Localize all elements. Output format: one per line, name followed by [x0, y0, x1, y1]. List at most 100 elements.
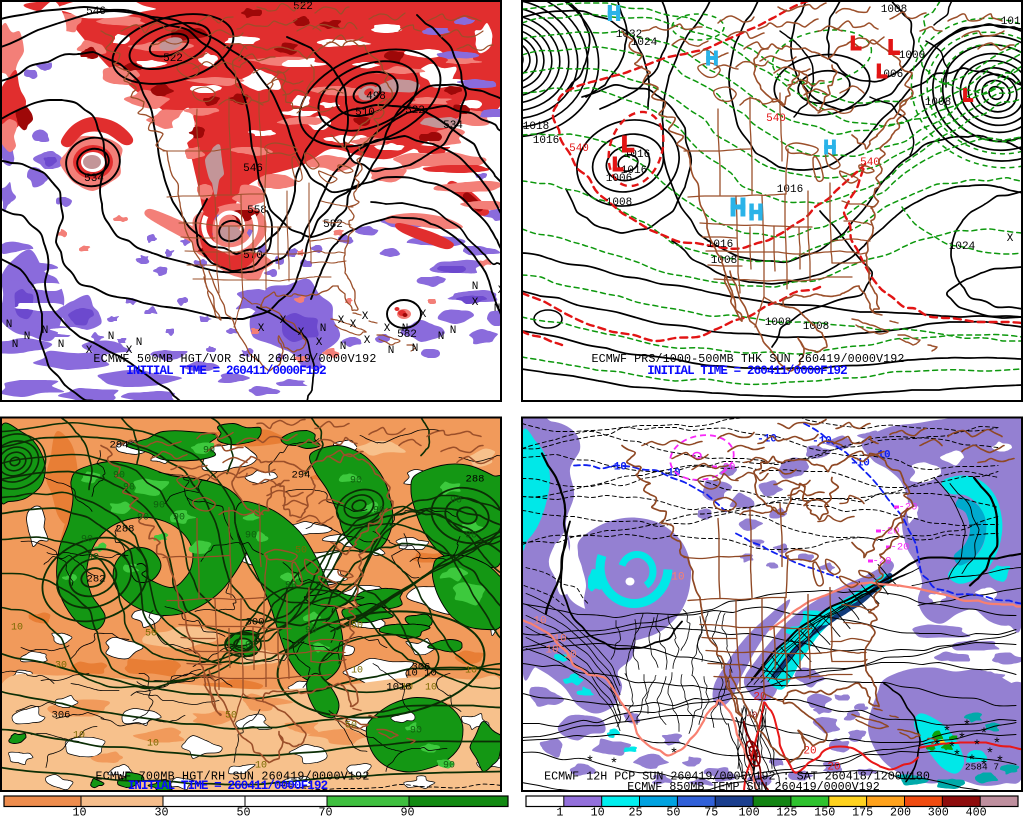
svg-text:*: * [980, 727, 988, 743]
svg-text:125: 125 [776, 806, 797, 819]
svg-text:25: 25 [629, 806, 643, 819]
svg-text:N: N [412, 343, 419, 355]
svg-text:150: 150 [814, 806, 835, 819]
svg-text:X: X [86, 345, 93, 357]
svg-text:N: N [6, 319, 13, 331]
svg-text:X: X [316, 337, 323, 349]
svg-text:*: * [980, 759, 988, 775]
svg-text:90: 90 [245, 641, 257, 652]
svg-text:306: 306 [52, 710, 71, 722]
svg-text:50: 50 [225, 711, 237, 722]
svg-text:100: 100 [739, 806, 760, 819]
svg-text:*: * [953, 749, 961, 765]
svg-text:ECMWF PRS/1000-500MB THK SUN 2: ECMWF PRS/1000-500MB THK SUN 260419/0000… [592, 352, 905, 366]
svg-text:INITIAL TIME = 260411/0000F192: INITIAL TIME = 260411/0000F192 [647, 364, 847, 378]
svg-text:10: 10 [545, 645, 558, 657]
svg-text:294: 294 [292, 470, 311, 482]
svg-text:*: * [610, 757, 618, 773]
svg-text:10: 10 [147, 739, 159, 750]
svg-text:X: X [298, 327, 305, 339]
svg-text:-20: -20 [899, 502, 918, 514]
svg-text:*: * [973, 739, 981, 755]
svg-text:10: 10 [72, 806, 86, 819]
svg-text:X: X [364, 335, 371, 347]
svg-text:90: 90 [203, 446, 215, 457]
svg-text:10: 10 [563, 650, 576, 662]
svg-text:10 10: 10 10 [405, 668, 437, 680]
svg-text:N: N [108, 331, 115, 343]
svg-text:534: 534 [84, 173, 104, 185]
svg-text:288: 288 [466, 474, 485, 486]
svg-text:50: 50 [351, 621, 363, 632]
svg-text:X: X [126, 345, 133, 357]
svg-text:*: * [948, 741, 956, 757]
svg-text:N: N [320, 323, 327, 335]
svg-text:534: 534 [443, 120, 463, 132]
svg-text:50: 50 [145, 629, 157, 640]
svg-text:90: 90 [285, 581, 297, 592]
svg-text:*: * [933, 739, 941, 755]
svg-text:X: X [384, 323, 391, 335]
svg-text:582: 582 [397, 329, 417, 341]
svg-text:10: 10 [73, 731, 85, 742]
svg-text:282: 282 [87, 574, 106, 586]
svg-text:200: 200 [890, 806, 911, 819]
svg-text:510: 510 [355, 107, 375, 119]
svg-text:N: N [42, 325, 49, 337]
svg-text:582: 582 [323, 219, 343, 231]
svg-text:1008: 1008 [765, 317, 791, 329]
svg-text:X: X [362, 311, 369, 323]
svg-text:1016: 1016 [533, 135, 559, 147]
svg-text:X: X [338, 315, 345, 327]
svg-text:1018: 1018 [386, 682, 411, 694]
svg-text:50: 50 [295, 546, 307, 557]
svg-text:288: 288 [116, 524, 135, 536]
svg-text:10: 10 [591, 806, 605, 819]
svg-text:1024: 1024 [631, 37, 658, 49]
svg-text:X: X [350, 319, 357, 331]
svg-text:90: 90 [81, 535, 93, 546]
svg-text:X: X [258, 323, 265, 335]
svg-text:N: N [136, 337, 143, 349]
svg-text:50: 50 [236, 806, 250, 819]
svg-text:10: 10 [255, 761, 267, 772]
svg-text:-20: -20 [873, 556, 892, 568]
svg-text:90: 90 [443, 761, 455, 772]
svg-text:*: * [958, 732, 966, 748]
svg-text:X: X [420, 309, 427, 321]
svg-text:522: 522 [405, 105, 425, 117]
svg-text:30: 30 [154, 806, 168, 819]
svg-text:*: * [963, 719, 971, 735]
svg-text:N: N [340, 341, 347, 353]
svg-text:X: X [498, 285, 505, 297]
svg-text:90: 90 [410, 726, 422, 737]
svg-text:498: 498 [366, 91, 386, 103]
svg-text:10: 10 [671, 572, 684, 584]
svg-text:90: 90 [400, 806, 414, 819]
svg-text:306: 306 [412, 662, 431, 674]
svg-text:540: 540 [569, 143, 589, 155]
svg-text:50: 50 [666, 806, 680, 819]
svg-text:*: * [996, 755, 1004, 771]
svg-text:2584 7: 2584 7 [965, 762, 999, 773]
svg-text:N: N [438, 331, 445, 343]
svg-text:*: * [968, 754, 976, 770]
svg-text:1006: 1006 [606, 173, 632, 185]
svg-text:10: 10 [11, 623, 23, 634]
svg-text:1016: 1016 [707, 239, 733, 251]
svg-text:1008: 1008 [711, 255, 737, 267]
svg-text:90: 90 [373, 506, 385, 517]
svg-text:1008: 1008 [925, 97, 951, 109]
svg-text:90: 90 [173, 513, 185, 524]
svg-text:400: 400 [966, 806, 987, 819]
svg-text:*: * [586, 755, 594, 771]
svg-text:*: * [943, 725, 951, 741]
svg-text:90: 90 [113, 471, 125, 482]
svg-text:N: N [58, 339, 65, 351]
svg-text:X: X [1007, 233, 1014, 245]
svg-text:90: 90 [305, 626, 317, 637]
svg-text:546: 546 [243, 163, 263, 175]
svg-text:10: 10 [465, 666, 477, 677]
svg-text:10: 10 [553, 634, 566, 646]
svg-text:1: 1 [556, 806, 563, 819]
